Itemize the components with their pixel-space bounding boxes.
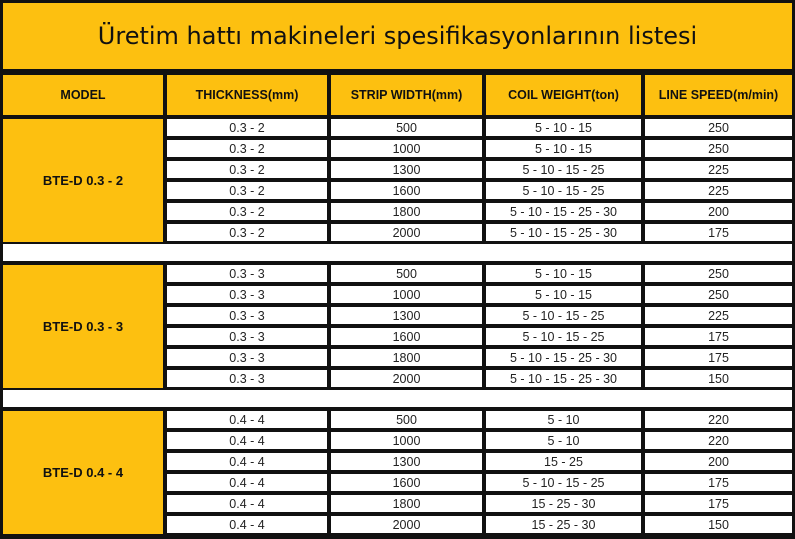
thickness-cell: 0.3 - 2 [167, 182, 327, 199]
strip-width-cell: 500 [331, 265, 482, 282]
line-speed-cell: 250 [645, 265, 792, 282]
strip-width-cell: 1600 [331, 328, 482, 345]
thickness-cell: 0.4 - 4 [167, 516, 327, 533]
coil-weight-cell: 5 - 10 - 15 - 25 [486, 328, 641, 345]
coil-weight-cell: 5 - 10 - 15 [486, 286, 641, 303]
line-speed-cell: 175 [645, 495, 792, 512]
line-speed-cell: 220 [645, 411, 792, 428]
thickness-cell: 0.4 - 4 [167, 495, 327, 512]
coil-weight-cell: 15 - 25 [486, 453, 641, 470]
header-coil-weight-ton: COIL WEIGHT(ton) [486, 75, 641, 115]
coil-weight-cell: 5 - 10 - 15 - 25 - 30 [486, 224, 641, 241]
coil-weight-cell: 5 - 10 [486, 411, 641, 428]
coil-weight-cell: 15 - 25 - 30 [486, 495, 641, 512]
coil-weight-cell: 5 - 10 - 15 - 25 - 30 [486, 370, 641, 387]
line-speed-cell: 150 [645, 370, 792, 387]
thickness-cell: 0.3 - 3 [167, 307, 327, 324]
line-speed-cell: 250 [645, 119, 792, 136]
strip-width-cell: 500 [331, 119, 482, 136]
coil-weight-cell: 5 - 10 - 15 - 25 [486, 474, 641, 491]
thickness-cell: 0.3 - 3 [167, 286, 327, 303]
coil-weight-cell: 5 - 10 - 15 - 25 [486, 161, 641, 178]
thickness-cell: 0.3 - 2 [167, 140, 327, 157]
line-speed-cell: 250 [645, 286, 792, 303]
strip-width-cell: 1800 [331, 349, 482, 366]
thickness-cell: 0.3 - 3 [167, 328, 327, 345]
header-line-speed-m-min: LINE SPEED(m/min) [645, 75, 792, 115]
strip-width-cell: 2000 [331, 516, 482, 533]
strip-width-cell: 1800 [331, 203, 482, 220]
strip-width-cell: 1000 [331, 140, 482, 157]
coil-weight-cell: 5 - 10 - 15 - 25 [486, 182, 641, 199]
group-separator [3, 244, 792, 261]
header-thickness-mm: THICKNESS(mm) [167, 75, 327, 115]
strip-width-cell: 1300 [331, 161, 482, 178]
table-title: Üretim hattı makineleri spesifikasyonlar… [3, 3, 792, 69]
header-model: MODEL [3, 75, 163, 115]
strip-width-cell: 2000 [331, 224, 482, 241]
thickness-cell: 0.4 - 4 [167, 411, 327, 428]
thickness-cell: 0.3 - 3 [167, 349, 327, 366]
coil-weight-cell: 5 - 10 [486, 432, 641, 449]
thickness-cell: 0.3 - 2 [167, 224, 327, 241]
strip-width-cell: 1000 [331, 432, 482, 449]
line-speed-cell: 220 [645, 432, 792, 449]
model-cell: BTE-D 0.4 - 4 [3, 411, 163, 534]
thickness-cell: 0.3 - 3 [167, 370, 327, 387]
line-speed-cell: 175 [645, 224, 792, 241]
strip-width-cell: 1800 [331, 495, 482, 512]
strip-width-cell: 500 [331, 411, 482, 428]
coil-weight-cell: 5 - 10 - 15 - 25 - 30 [486, 349, 641, 366]
line-speed-cell: 200 [645, 203, 792, 220]
line-speed-cell: 150 [645, 516, 792, 533]
thickness-cell: 0.4 - 4 [167, 474, 327, 491]
line-speed-cell: 200 [645, 453, 792, 470]
header-strip-width-mm: STRIP WIDTH(mm) [331, 75, 482, 115]
group-separator [3, 390, 792, 407]
coil-weight-cell: 5 - 10 - 15 [486, 119, 641, 136]
line-speed-cell: 225 [645, 182, 792, 199]
strip-width-cell: 2000 [331, 370, 482, 387]
thickness-cell: 0.3 - 2 [167, 203, 327, 220]
strip-width-cell: 1600 [331, 182, 482, 199]
thickness-cell: 0.3 - 2 [167, 119, 327, 136]
line-speed-cell: 250 [645, 140, 792, 157]
line-speed-cell: 225 [645, 307, 792, 324]
line-speed-cell: 175 [645, 349, 792, 366]
strip-width-cell: 1600 [331, 474, 482, 491]
coil-weight-cell: 15 - 25 - 30 [486, 516, 641, 533]
coil-weight-cell: 5 - 10 - 15 - 25 [486, 307, 641, 324]
line-speed-cell: 225 [645, 161, 792, 178]
line-speed-cell: 175 [645, 328, 792, 345]
line-speed-cell: 175 [645, 474, 792, 491]
model-cell: BTE-D 0.3 - 2 [3, 119, 163, 242]
coil-weight-cell: 5 - 10 - 15 - 25 - 30 [486, 203, 641, 220]
thickness-cell: 0.3 - 2 [167, 161, 327, 178]
strip-width-cell: 1300 [331, 453, 482, 470]
thickness-cell: 0.3 - 3 [167, 265, 327, 282]
strip-width-cell: 1300 [331, 307, 482, 324]
coil-weight-cell: 5 - 10 - 15 [486, 265, 641, 282]
model-cell: BTE-D 0.3 - 3 [3, 265, 163, 388]
coil-weight-cell: 5 - 10 - 15 [486, 140, 641, 157]
thickness-cell: 0.4 - 4 [167, 432, 327, 449]
thickness-cell: 0.4 - 4 [167, 453, 327, 470]
strip-width-cell: 1000 [331, 286, 482, 303]
